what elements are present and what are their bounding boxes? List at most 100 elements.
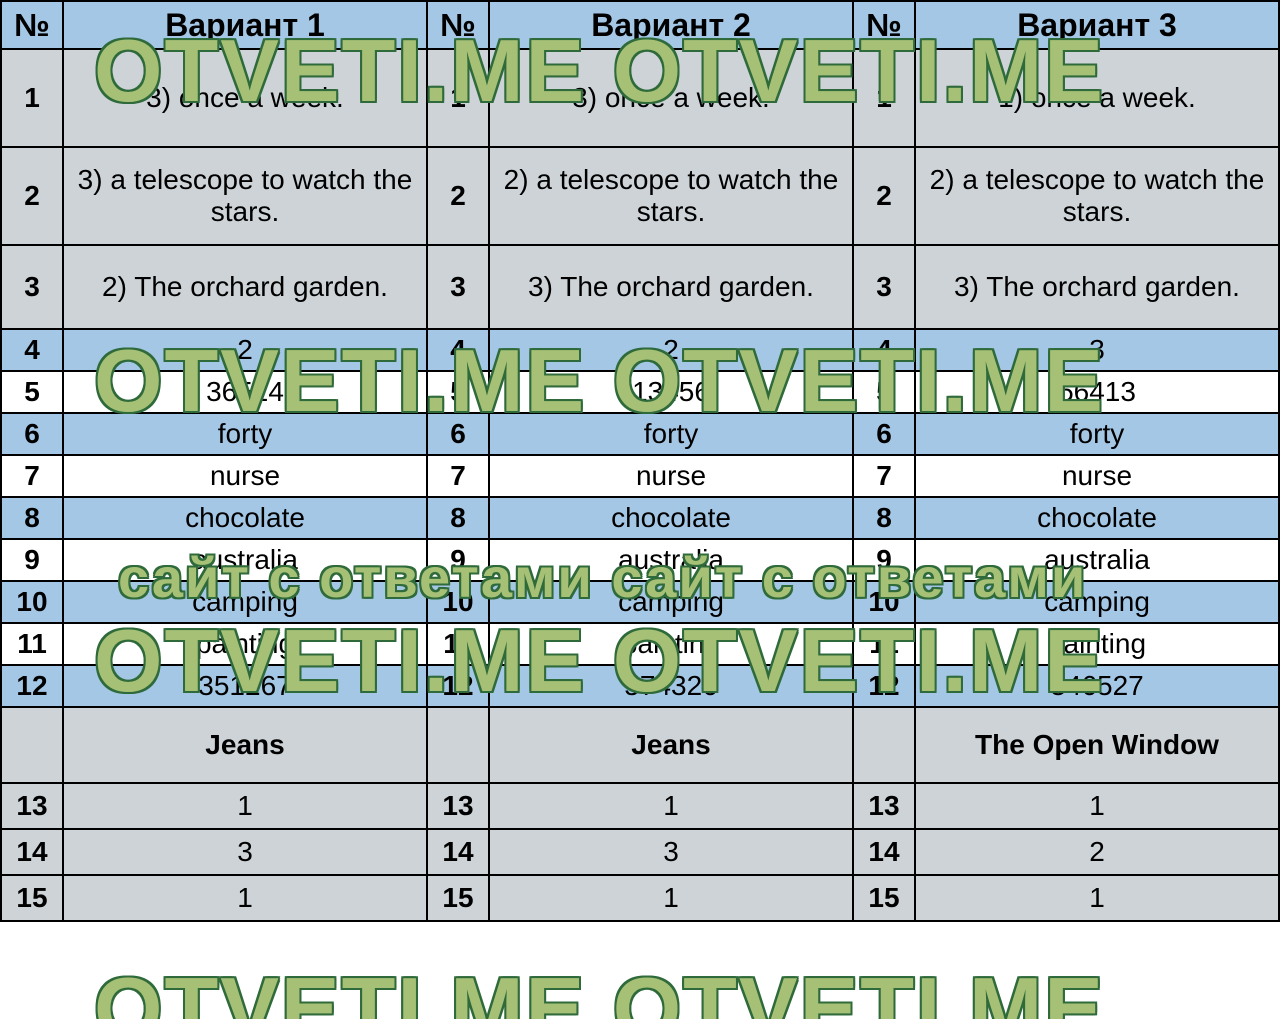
val-cell: 2) a telescope to watch the stars. [915,147,1279,245]
num-cell: 5 [853,371,915,413]
val-cell: nurse [915,455,1279,497]
val-cell: forty [915,413,1279,455]
val-cell: 351267 [63,665,427,707]
num-cell: 3 [1,245,63,329]
num-cell: 5 [427,371,489,413]
num-cell: 1 [853,49,915,147]
val-cell: 2) a telescope to watch the stars. [489,147,853,245]
num-cell [853,707,915,783]
table-row: 23) a telescope to watch the stars.22) a… [1,147,1279,245]
val-cell: australia [489,539,853,581]
num-cell: 7 [853,455,915,497]
num-cell: 8 [1,497,63,539]
val-cell: 13456 [489,371,853,413]
table-row: 7nurse7nurse7nurse [1,455,1279,497]
num-cell: 7 [427,455,489,497]
val-cell: 3) The orchard garden. [915,245,1279,329]
num-cell: 10 [853,581,915,623]
header-variant-1: Вариант 1 [63,1,427,49]
num-cell: 9 [853,539,915,581]
num-cell: 14 [1,829,63,875]
num-cell: 14 [427,829,489,875]
val-cell: nurse [63,455,427,497]
val-cell: painting [915,623,1279,665]
val-cell: camping [63,581,427,623]
table-header-row: № Вариант 1 № Вариант 2 № Вариант 3 [1,1,1279,49]
num-cell: 1 [1,49,63,147]
val-cell: australia [915,539,1279,581]
num-cell: 2 [853,147,915,245]
val-cell: nurse [489,455,853,497]
num-cell [1,707,63,783]
header-num-1: № [1,1,63,49]
table-row: 123512671257432612346527 [1,665,1279,707]
num-cell: 2 [427,147,489,245]
num-cell: 11 [427,623,489,665]
num-cell [427,707,489,783]
val-cell: 3) a telescope to watch the stars. [63,147,427,245]
val-cell: 3) once a week. [63,49,427,147]
val-cell: 56413 [915,371,1279,413]
val-cell: 1 [489,783,853,829]
val-cell: 3 [63,829,427,875]
num-cell: 6 [427,413,489,455]
num-cell: 12 [1,665,63,707]
val-cell: 2 [63,329,427,371]
val-cell: australia [63,539,427,581]
val-cell: camping [915,581,1279,623]
num-cell: 4 [1,329,63,371]
num-cell: 11 [853,623,915,665]
num-cell: 14 [853,829,915,875]
val-cell: forty [63,413,427,455]
num-cell: 15 [427,875,489,921]
num-cell: 9 [1,539,63,581]
header-num-2: № [427,1,489,49]
val-cell: The Open Window [915,707,1279,783]
val-cell: painting [63,623,427,665]
table-row: 6forty6forty6forty [1,413,1279,455]
table-row: 10camping10camping10camping [1,581,1279,623]
table-row: 143143142 [1,829,1279,875]
val-cell: 1 [915,875,1279,921]
num-cell: 3 [853,245,915,329]
val-cell: 2) The orchard garden. [63,245,427,329]
table-row: 32) The orchard garden.33) The orchard g… [1,245,1279,329]
val-cell: chocolate [489,497,853,539]
val-cell: forty [489,413,853,455]
val-cell: 1 [63,783,427,829]
table-row: 131131131 [1,783,1279,829]
num-cell: 5 [1,371,63,413]
num-cell: 4 [427,329,489,371]
header-variant-3: Вариант 3 [915,1,1279,49]
table-row: 536524513456556413 [1,371,1279,413]
val-cell: 574326 [489,665,853,707]
val-cell: 3 [915,329,1279,371]
num-cell: 4 [853,329,915,371]
val-cell: 2 [489,329,853,371]
num-cell: 7 [1,455,63,497]
header-variant-2: Вариант 2 [489,1,853,49]
val-cell: 2 [915,829,1279,875]
table-row: 8chocolate8chocolate8chocolate [1,497,1279,539]
val-cell: Jeans [63,707,427,783]
table-row: 11painting11painting11painting [1,623,1279,665]
val-cell: Jeans [489,707,853,783]
val-cell: 1 [489,875,853,921]
num-cell: 10 [427,581,489,623]
val-cell: chocolate [915,497,1279,539]
val-cell: camping [489,581,853,623]
val-cell: 1 [915,783,1279,829]
val-cell: chocolate [63,497,427,539]
num-cell: 13 [1,783,63,829]
table-row: 151151151 [1,875,1279,921]
table-row: 13) once a week.13) once a week.11) once… [1,49,1279,147]
val-cell: 3) The orchard garden. [489,245,853,329]
num-cell: 3 [427,245,489,329]
num-cell: 15 [1,875,63,921]
table-row: 9australia9australia9australia [1,539,1279,581]
val-cell: 1 [63,875,427,921]
num-cell: 10 [1,581,63,623]
table-row: 424243 [1,329,1279,371]
val-cell: 3 [489,829,853,875]
num-cell: 13 [427,783,489,829]
